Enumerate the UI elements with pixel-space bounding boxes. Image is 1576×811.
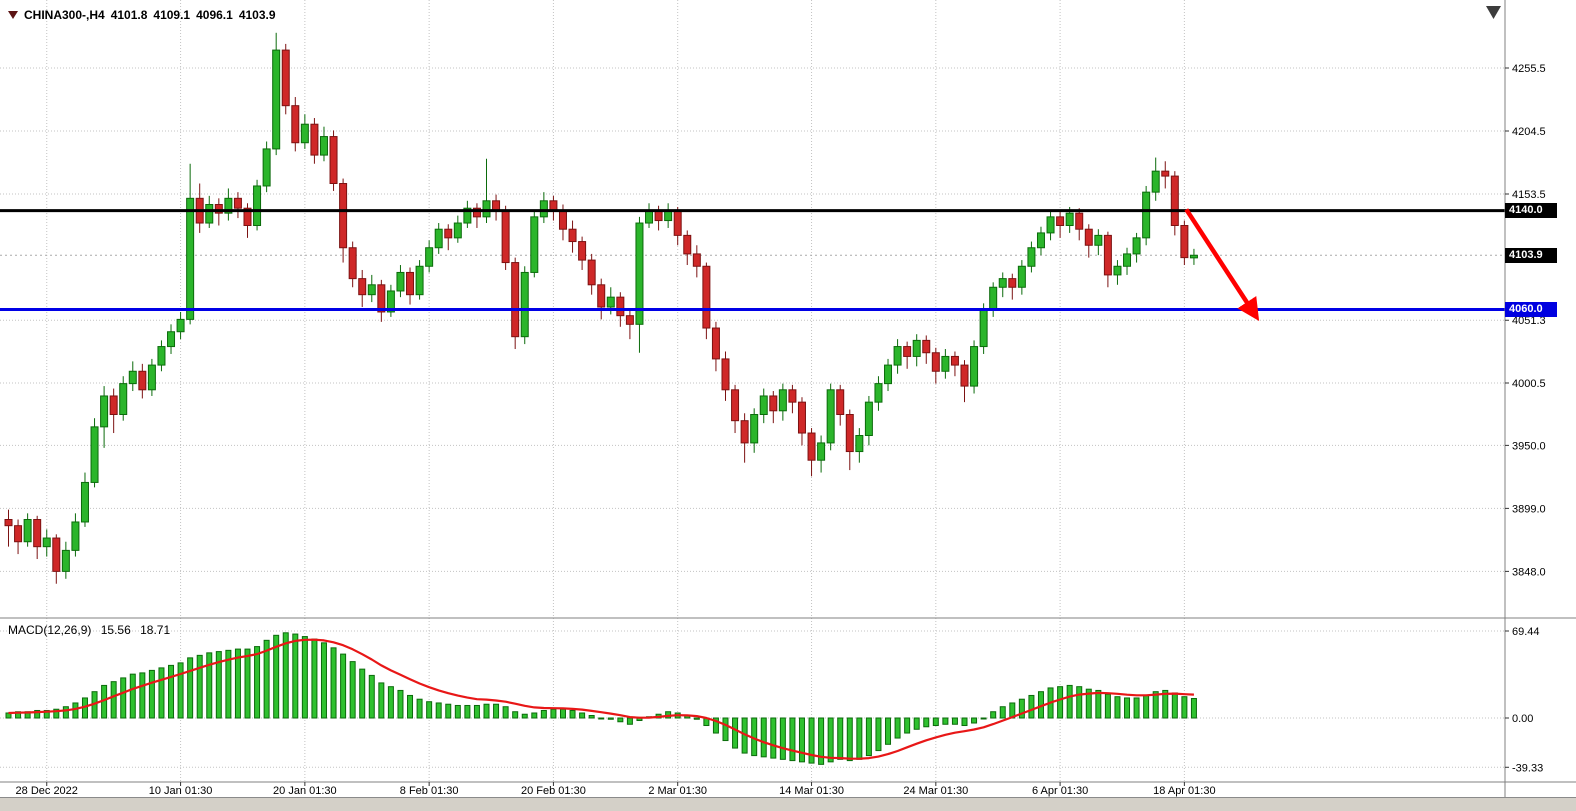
time-axis-labels: 28 Dec 2022 10 Jan 01:30 20 Jan 01:30 8 Feb…	[16, 785, 1216, 797]
grid	[0, 0, 1505, 782]
macd-histogram	[5, 632, 1197, 765]
price-axis-label: 4204.5	[1512, 126, 1546, 138]
resistance-price-badge: 4140.0	[1505, 203, 1557, 219]
price-axis-label: 4153.5	[1512, 189, 1546, 201]
macd-name: MACD(12,26,9)	[8, 623, 92, 637]
macd-signal-line	[8, 638, 1194, 760]
bar-close-value: 4103.9	[238, 8, 276, 22]
price-axis-label: 4255.5	[1512, 63, 1546, 75]
price-axis-label: 4051.3	[1512, 315, 1546, 327]
time-axis-label: 20 Feb 01:30	[521, 785, 586, 797]
time-axis-label: 10 Jan 01:30	[149, 785, 213, 797]
bar-open-value: 4101.8	[110, 8, 148, 22]
last-price-badge: 4103.9	[1505, 247, 1557, 263]
time-axis-label: 24 Mar 01:30	[903, 785, 968, 797]
time-axis-label: 18 Apr 01:30	[1153, 785, 1215, 797]
price-axis-label: 3848.0	[1512, 566, 1546, 578]
bar-low-value: 4096.1	[196, 8, 233, 22]
time-axis-label: 28 Dec 2022	[16, 785, 78, 797]
symbol-timeframe-label: CHINA300-,H4	[24, 8, 105, 22]
chart-shift-marker-icon[interactable]	[1486, 6, 1501, 19]
macd-signal-value: 18.71	[140, 623, 171, 637]
axis-tick-marks	[46, 67, 1509, 786]
price-axis-label: 3950.0	[1512, 440, 1546, 452]
macd-axis-label: -39.33	[1512, 762, 1543, 774]
bar-high-value: 4109.1	[153, 8, 191, 22]
macd-axis-label: 69.44	[1512, 626, 1540, 638]
window-chrome-bottom	[0, 797, 1576, 811]
support-price-badge: 4060.0	[1505, 302, 1557, 317]
time-axis-label: 14 Mar 01:30	[779, 785, 844, 797]
price-axis-label: 3899.0	[1512, 503, 1546, 515]
chart-header: CHINA300-,H4 4101.8 4109.1 4096.1 4103.9	[8, 8, 276, 22]
macd-axis-labels: 69.44 0.00 -39.33	[1512, 626, 1543, 774]
time-axis-label: 20 Jan 01:30	[273, 785, 337, 797]
price-axis-labels: 4255.5 4204.5 4153.5 4051.3 4000.5 3950.0 3899…	[1512, 63, 1546, 578]
time-axis-label: 8 Feb 01:30	[400, 785, 459, 797]
candles	[4, 32, 1198, 584]
price-axis-label: 4000.5	[1512, 378, 1546, 390]
macd-indicator-label: MACD(12,26,9) 15.56 18.71	[8, 623, 170, 637]
time-axis-label: 6 Apr 01:30	[1032, 785, 1088, 797]
macd-main-value: 15.56	[100, 623, 131, 637]
time-axis-label: 2 Mar 01:30	[648, 785, 707, 797]
trend-arrow[interactable]	[1184, 208, 1260, 322]
symbol-dropdown-icon	[8, 11, 18, 19]
macd-axis-label: 0.00	[1512, 713, 1533, 725]
